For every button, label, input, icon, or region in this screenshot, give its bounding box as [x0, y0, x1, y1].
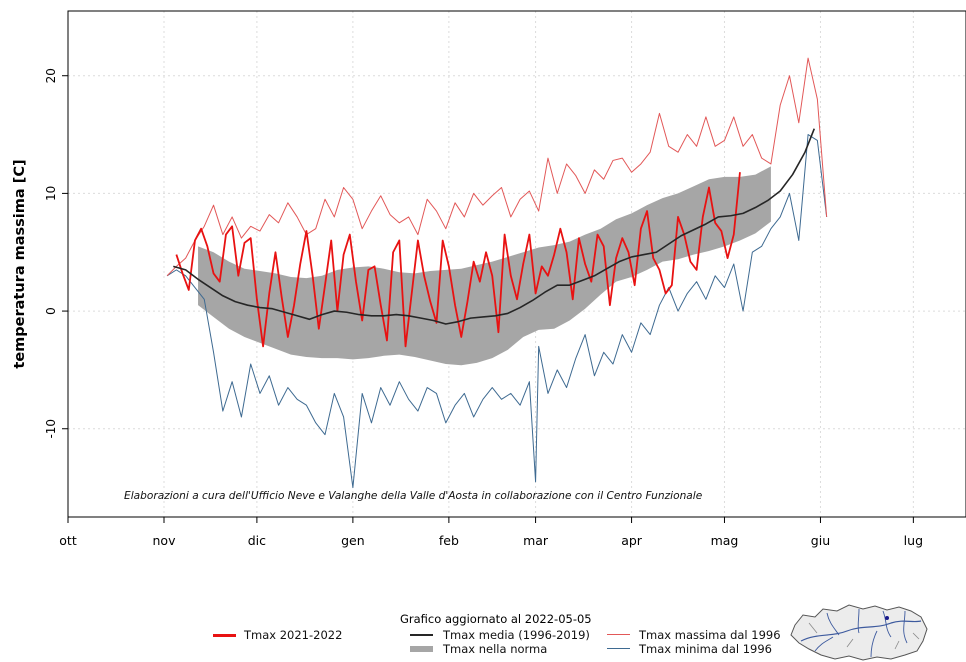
y-tick-label: -10 [44, 419, 58, 439]
legend-swatch-norm [410, 646, 433, 652]
legend-swatch-mean [410, 634, 433, 636]
x-tick-label: mag [711, 533, 739, 548]
legend-label-min: Tmax minima dal 1996 [639, 642, 772, 656]
legend-label-norm: Tmax nella norma [443, 642, 547, 656]
y-tick-label: 10 [44, 186, 58, 201]
x-tick-label: nov [153, 533, 177, 548]
y-axis-label: temperatura massima [C] [12, 159, 28, 368]
legend-label-max: Tmax massima dal 1996 [639, 628, 781, 642]
region-map-icon [787, 603, 932, 661]
y-axis: -10 0 10 20 [44, 68, 68, 438]
x-tick-label: gen [341, 533, 365, 548]
legend-swatch-current [213, 634, 236, 637]
norm-band-area [198, 166, 771, 365]
legend-label-current: Tmax 2021-2022 [244, 628, 342, 642]
x-tick-label: dic [248, 533, 266, 548]
y-tick-label: 20 [44, 68, 58, 83]
y-tick-label: 0 [44, 307, 58, 315]
x-tick-label: apr [621, 533, 643, 548]
x-axis: ott nov dic gen feb mar apr mag giu lug [59, 517, 923, 548]
x-tick-label: lug [904, 533, 923, 548]
legend-label-mean: Tmax media (1996-2019) [443, 628, 590, 642]
norm-band [198, 166, 771, 365]
legend-swatch-min [607, 648, 630, 649]
legend-swatch-max [607, 634, 630, 635]
x-tick-label: ott [59, 533, 77, 548]
x-tick-label: feb [439, 533, 459, 548]
update-date: Grafico aggiornato al 2022-05-05 [400, 612, 592, 626]
x-tick-label: giu [811, 533, 830, 548]
x-tick-label: mar [523, 533, 549, 548]
credit-annotation: Elaborazioni a cura dell'Ufficio Neve e … [124, 490, 703, 502]
